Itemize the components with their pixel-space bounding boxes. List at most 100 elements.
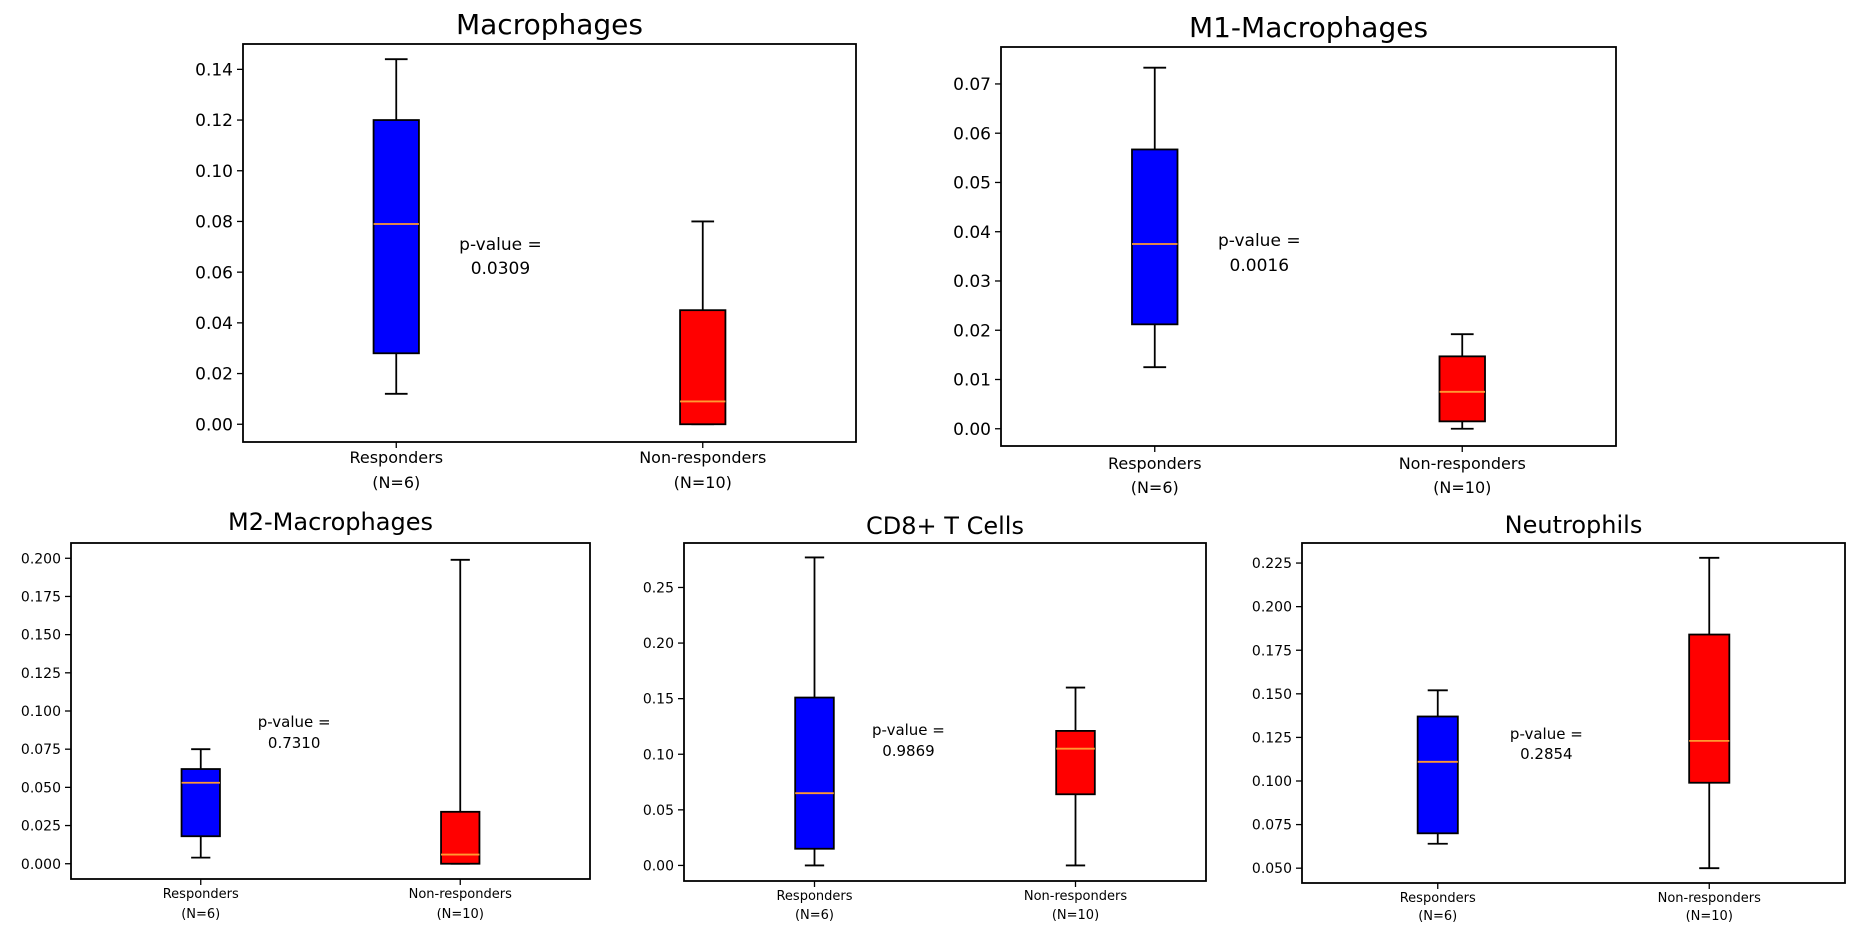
x-tick-label: Non-responders	[639, 448, 766, 467]
chart-title: M2-Macrophages	[228, 508, 433, 536]
box	[1416, 715, 1459, 835]
x-tick-label: Responders	[163, 887, 239, 902]
x-tick-label: Responders	[776, 889, 852, 904]
y-tick-label: 0.125	[21, 666, 61, 682]
box-group-responders: Responders (N=6)	[776, 556, 853, 923]
box	[180, 768, 221, 838]
y-tick-label: 0.12	[195, 111, 233, 131]
box-group-non-responders: Non-responders (N=10)	[639, 220, 766, 492]
y-tick-label: 0.025	[21, 819, 61, 835]
y-tick-label: 0.075	[21, 742, 61, 758]
y-tick-label: 0.225	[1252, 556, 1292, 572]
x-tick-label: Non-responders	[1024, 889, 1127, 904]
box	[679, 309, 727, 426]
x-tick-label-count: (N=10)	[674, 473, 732, 492]
y-tick-label: 0.04	[195, 314, 233, 334]
plot-frame	[70, 542, 591, 880]
y-tick-label: 0.150	[1252, 687, 1292, 703]
y-tick-label: 0.175	[21, 589, 61, 605]
x-tick-label-count: (N=6)	[372, 473, 420, 492]
y-tick-label: 0.25	[643, 581, 674, 597]
y-tick-label: 0.00	[643, 858, 674, 874]
box	[1131, 148, 1179, 326]
plot-frame	[683, 542, 1207, 882]
panel-4: CD8+ T Cells 0.00 0.05 0.10 0.15 0.20 0.25 Resp…	[643, 512, 1207, 923]
p-value-label: p-value =	[1218, 231, 1301, 251]
panel-1: Macrophages 0.00 0.02 0.04 0.06 0.08 0.10 0.12 0…	[195, 8, 857, 492]
box-group-non-responders: Non-responders (N=10)	[1399, 333, 1526, 497]
panel-3: M2-Macrophages 0.000 0.025 0.050 0.075 0.100 0…	[21, 508, 591, 922]
x-tick-label-count: (N=10)	[1686, 909, 1733, 924]
box-group-responders: Responders (N=6)	[349, 58, 443, 492]
p-value-label: p-value =	[1510, 725, 1583, 743]
y-tick-label: 0.00	[953, 420, 991, 440]
p-value: 0.2854	[1520, 745, 1573, 763]
box	[1055, 730, 1096, 796]
p-value: 0.0309	[471, 259, 530, 279]
box	[1438, 355, 1486, 423]
box-group-responders: Responders (N=6)	[163, 748, 239, 922]
x-tick-label-count: (N=6)	[181, 907, 220, 922]
chart-title: CD8+ T Cells	[866, 512, 1024, 540]
y-tick-label: 0.04	[953, 223, 991, 243]
box-group-non-responders: Non-responders (N=10)	[409, 558, 512, 922]
y-tick-label: 0.01	[953, 371, 991, 391]
y-tick-label: 0.03	[953, 272, 991, 292]
y-tick-label: 0.00	[195, 415, 233, 435]
box	[794, 696, 835, 850]
box-group-responders: Responders (N=6)	[1400, 689, 1476, 924]
y-tick-label: 0.02	[195, 365, 233, 385]
y-tick-label: 0.050	[1252, 861, 1292, 877]
y-tick-label: 0.125	[1252, 730, 1292, 746]
y-tick-label: 0.08	[195, 213, 233, 233]
p-value-label: p-value =	[459, 235, 542, 255]
x-tick-label: Non-responders	[409, 887, 512, 902]
y-tick-label: 0.10	[643, 747, 674, 763]
x-tick-label: Non-responders	[1399, 454, 1526, 473]
x-tick-label: Responders	[1108, 454, 1202, 473]
x-tick-label-count: (N=10)	[1052, 908, 1099, 923]
p-value: 0.9869	[882, 742, 935, 760]
box	[440, 810, 481, 865]
box	[1688, 633, 1731, 784]
x-tick-label: Responders	[349, 448, 443, 467]
chart-title: Neutrophils	[1505, 511, 1643, 539]
y-tick-label: 0.02	[953, 321, 991, 341]
y-tick-label: 0.06	[953, 124, 991, 144]
x-tick-label-count: (N=6)	[1131, 478, 1179, 497]
x-tick-label: Responders	[1400, 891, 1476, 906]
x-tick-label-count: (N=6)	[795, 908, 834, 923]
y-tick-label: 0.075	[1252, 818, 1292, 834]
x-tick-label-count: (N=10)	[1433, 478, 1491, 497]
y-tick-label: 0.150	[21, 628, 61, 644]
p-value-label: p-value =	[872, 721, 945, 739]
y-tick-label: 0.06	[195, 263, 233, 283]
p-value: 0.7310	[268, 734, 321, 752]
y-tick-label: 0.10	[195, 162, 233, 182]
plot-frame	[1000, 46, 1617, 447]
panel-2: M1-Macrophages 0.00 0.01 0.02 0.03 0.04 0.05 0.…	[953, 11, 1617, 497]
y-tick-label: 0.20	[643, 636, 674, 652]
plot-frame	[1301, 542, 1846, 884]
x-tick-label: Non-responders	[1658, 891, 1761, 906]
y-tick-label: 0.200	[1252, 600, 1292, 616]
y-tick-label: 0.15	[643, 692, 674, 708]
panel-5: Neutrophils 0.050 0.075 0.100 0.125 0.150 0.17…	[1252, 511, 1846, 924]
y-tick-label: 0.14	[195, 60, 233, 80]
y-tick-label: 0.05	[643, 803, 674, 819]
y-tick-label: 0.050	[21, 780, 61, 796]
chart-title: M1-Macrophages	[1189, 11, 1428, 44]
box-group-non-responders: Non-responders (N=10)	[1658, 556, 1761, 924]
box-group-non-responders: Non-responders (N=10)	[1024, 686, 1127, 923]
y-tick-label: 0.175	[1252, 643, 1292, 659]
y-tick-label: 0.07	[953, 75, 991, 95]
y-tick-label: 0.000	[21, 857, 61, 873]
chart-title: Macrophages	[456, 8, 643, 41]
x-tick-label-count: (N=10)	[437, 907, 484, 922]
y-tick-label: 0.05	[953, 174, 991, 194]
y-tick-label: 0.200	[21, 551, 61, 567]
box	[372, 119, 420, 355]
y-tick-label: 0.100	[21, 704, 61, 720]
plot-frame	[242, 43, 857, 443]
